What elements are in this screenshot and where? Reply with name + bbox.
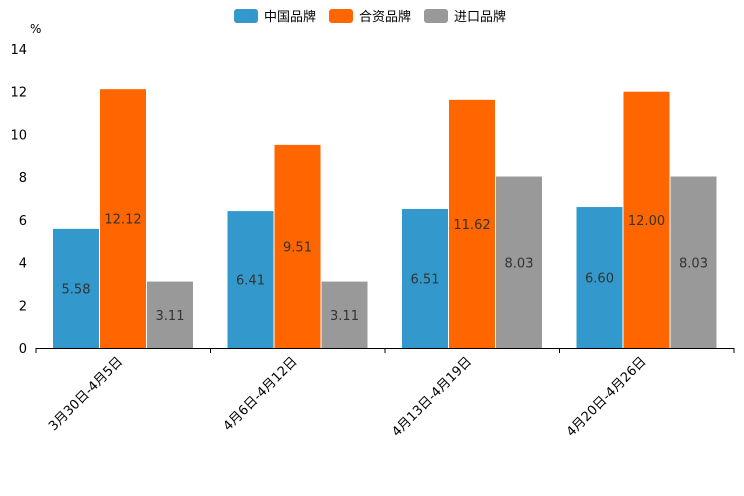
y-tick-label: 4 [19,257,27,272]
y-axis: 0 2 4 6 8 10 12 14 [10,43,27,357]
legend-label-3[interactable]: 进口品牌 [454,9,506,25]
bar-4-2[interactable] [623,91,670,348]
legend-label-1[interactable]: 中国品牌 [264,9,316,25]
x-tick-label: 3月30日-4月5日 [46,354,126,434]
data-label-1-2: 12.12 [104,213,141,228]
data-label-4-2: 12.00 [628,214,665,229]
data-label-2-2: 9.51 [283,240,312,255]
bar-2-1[interactable] [227,211,274,348]
data-label-3-2: 11.62 [453,218,490,233]
bar-2-2[interactable] [274,144,321,348]
x-tick-label: 4月13日-4月19日 [389,354,475,440]
x-axis: 3月30日-4月5日 4月6日-4月12日 4月13日-4月19日 4月20日-4月2… [35,348,735,440]
y-axis-unit-label: % [30,22,41,36]
data-label-1-1: 5.58 [62,282,91,297]
bar-1-3[interactable] [147,281,193,348]
data-label-4-1: 6.60 [585,272,614,287]
legend-label-2[interactable]: 合资品牌 [359,9,411,25]
y-tick-label: 6 [19,214,27,229]
bar-1-2[interactable] [100,89,146,348]
bar-2-3[interactable] [321,281,368,348]
bar-4-1[interactable] [576,207,623,348]
y-tick-label: 8 [19,171,27,186]
legend-swatch-1[interactable] [234,9,258,23]
y-tick-label: 12 [10,86,27,101]
bar-3-3[interactable] [496,176,542,348]
data-label-1-3: 3.11 [156,309,185,324]
bar-4-3[interactable] [670,176,717,348]
x-tick-label: 4月6日-4月12日 [221,354,301,434]
legend-swatch-2[interactable] [329,9,353,23]
y-tick-label: 2 [19,299,27,314]
y-tick-label: 0 [19,342,27,357]
legend: 中国品牌 合资品牌 进口品牌 [234,9,506,25]
bar-1-1[interactable] [53,228,99,348]
y-tick-label: 10 [10,128,27,143]
data-label-2-3: 3.11 [330,309,359,324]
y-tick-label: 14 [10,43,27,58]
legend-swatch-3[interactable] [424,9,448,23]
bars: 5.58 12.12 3.11 6.41 9.51 3.11 6.51 11.62 8.03 6.… [53,89,717,348]
x-tick-label: 4月20日-4月26日 [564,354,650,440]
data-label-3-1: 6.51 [411,272,440,287]
data-label-3-3: 8.03 [505,256,534,271]
bar-3-1[interactable] [402,208,448,348]
bar-3-2[interactable] [449,99,495,348]
data-label-4-3: 8.03 [679,256,708,271]
data-label-2-1: 6.41 [236,274,265,289]
